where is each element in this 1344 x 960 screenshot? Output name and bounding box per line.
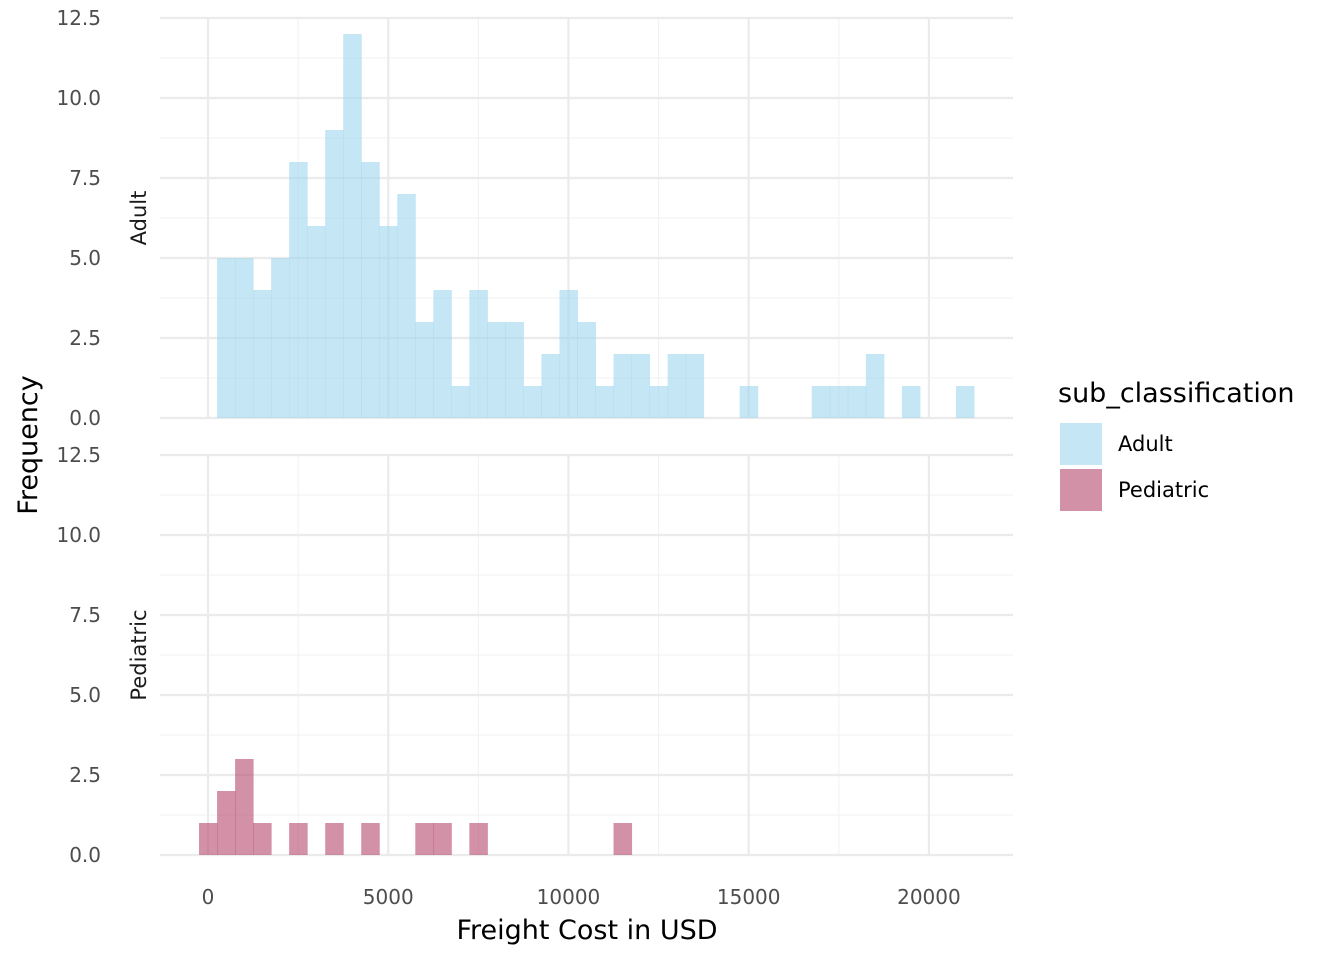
histogram-bar [811, 386, 831, 418]
strip-label: Pediatric [127, 609, 151, 700]
y-tick-label: 7.5 [69, 603, 101, 627]
histogram-bar [901, 386, 921, 418]
histogram-bar [289, 162, 308, 418]
histogram-bar [577, 322, 597, 418]
histogram-bar [199, 823, 218, 855]
plot-panels: 0.0 2.5 5.0 7.5 10.0 12.5 Adult 0.0 2.5 5.0 7.5 10.… [56, 6, 1013, 867]
histogram-bar [505, 322, 524, 418]
histogram-bar [415, 322, 434, 418]
histogram-bar [541, 354, 560, 418]
x-tick-label: 10000 [537, 885, 601, 909]
x-tick-label: 0 [202, 885, 215, 909]
histogram-bar [865, 354, 885, 418]
legend-key-adult [1060, 423, 1102, 465]
histogram-bar [325, 823, 344, 855]
x-tick-label: 20000 [897, 885, 961, 909]
panel-pediatric: 0.0 2.5 5.0 7.5 10.0 12.5 Pediatric [56, 443, 1013, 867]
x-tick-label: 5000 [363, 885, 414, 909]
y-tick-label: 10.0 [56, 523, 101, 547]
histogram-bar [343, 34, 362, 418]
y-tick-label: 0.0 [69, 843, 101, 867]
histogram-bar [667, 354, 687, 418]
histogram-bar [469, 823, 488, 855]
histogram-bar [487, 322, 506, 418]
histogram-bar [613, 354, 633, 418]
histogram-bar [433, 290, 452, 418]
histogram-bar [361, 162, 380, 418]
y-tick-label: 0.0 [69, 406, 101, 430]
y-tick-label: 7.5 [69, 166, 101, 190]
legend-items: Adult Pediatric [1060, 423, 1209, 511]
y-tick-label: 10.0 [56, 86, 101, 110]
legend-key-pediatric [1060, 469, 1102, 511]
histogram-bar [253, 823, 272, 855]
histogram-bar [217, 258, 236, 418]
y-tick-label: 2.5 [69, 763, 101, 787]
histogram-bar [397, 194, 416, 418]
histogram-bar [739, 386, 759, 418]
histogram-bar [829, 386, 849, 418]
histogram-bar [685, 354, 705, 418]
histogram-bar [289, 823, 308, 855]
histogram-bar [523, 386, 542, 418]
histogram-bar [595, 386, 615, 418]
legend: sub_classification Adult Pediatric [1058, 378, 1294, 511]
histogram-bar [325, 130, 344, 418]
histogram-bar [379, 226, 398, 418]
histogram-bar [469, 290, 488, 418]
histogram-bar [235, 258, 254, 418]
histogram-bar [451, 386, 470, 418]
histogram-bar [271, 258, 290, 418]
histogram-bar [847, 386, 867, 418]
y-tick-label: 5.0 [69, 683, 101, 707]
legend-label-pediatric: Pediatric [1118, 478, 1209, 502]
y-tick-label: 2.5 [69, 326, 101, 350]
histogram-bar [433, 823, 452, 855]
histogram-bar [955, 386, 975, 418]
histogram-bar [235, 759, 254, 855]
y-tick-label: 5.0 [69, 246, 101, 270]
panel-adult: 0.0 2.5 5.0 7.5 10.0 12.5 Adult [56, 6, 1013, 430]
x-tick-label: 15000 [717, 885, 781, 909]
histogram-bar [217, 791, 236, 855]
histogram-bar [307, 226, 326, 418]
histogram-bar [649, 386, 669, 418]
legend-label-adult: Adult [1118, 432, 1173, 456]
strip-label: Adult [127, 191, 151, 246]
y-tick-label: 12.5 [56, 6, 101, 30]
histogram-bar [559, 290, 578, 418]
histogram-bar [613, 823, 633, 855]
histogram-bar [415, 823, 434, 855]
x-axis: 0 5000 10000 15000 20000 [202, 885, 961, 909]
histogram-bar [631, 354, 651, 418]
histogram-bar [361, 823, 380, 855]
legend-title: sub_classification [1058, 378, 1294, 409]
y-tick-label: 12.5 [56, 443, 101, 467]
y-axis-title: Frequency [13, 375, 44, 515]
x-axis-title: Freight Cost in USD [456, 915, 717, 946]
histogram-bar [253, 290, 272, 418]
